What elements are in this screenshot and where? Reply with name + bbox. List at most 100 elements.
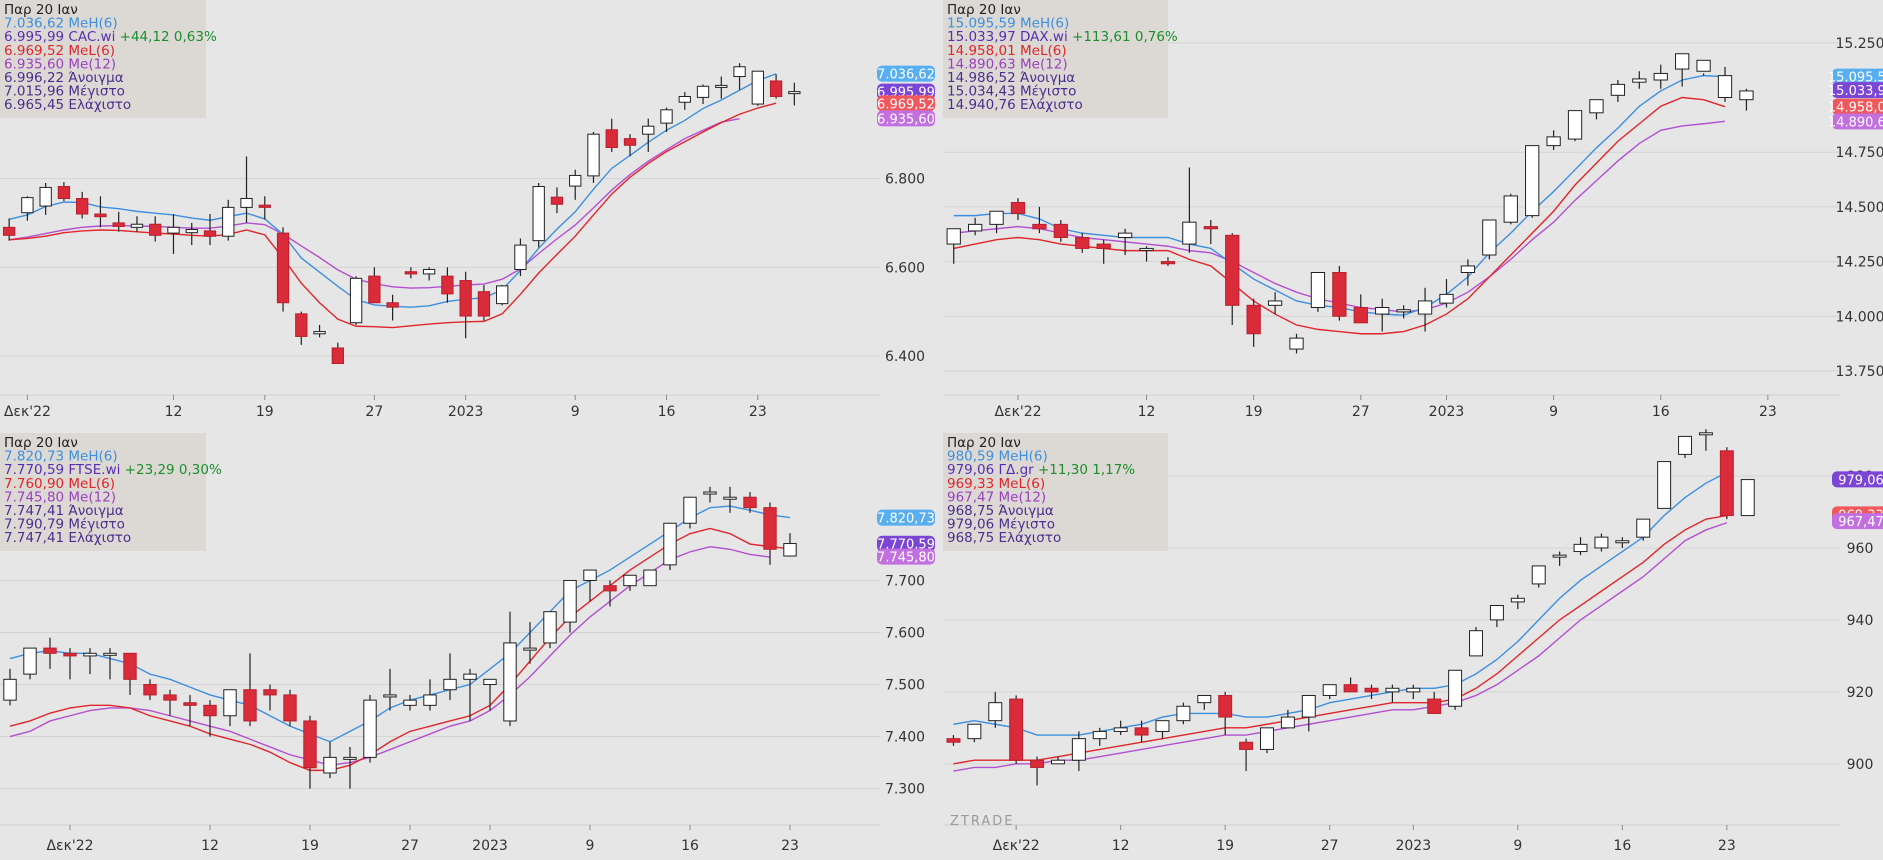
candle-body bbox=[183, 702, 197, 706]
candle bbox=[1160, 257, 1176, 266]
candle-body bbox=[1615, 540, 1630, 544]
legend-line: 6.935,60 Me(12) bbox=[4, 56, 116, 72]
candle-body bbox=[1203, 226, 1218, 230]
ztrade-watermark: ZTRADE bbox=[950, 814, 1014, 829]
value-badge bbox=[1832, 82, 1883, 99]
candle bbox=[383, 668, 397, 711]
candle-body bbox=[223, 689, 237, 717]
candle-body bbox=[1427, 698, 1442, 714]
candle-body bbox=[1717, 75, 1733, 98]
candle bbox=[503, 611, 517, 727]
candle bbox=[1301, 694, 1316, 732]
candle-body bbox=[496, 285, 509, 305]
candle-body bbox=[1071, 738, 1086, 761]
candle-body bbox=[696, 85, 710, 98]
candle bbox=[2, 218, 16, 241]
candle-body bbox=[1010, 202, 1026, 214]
candle bbox=[1050, 756, 1065, 765]
candle-body bbox=[130, 223, 144, 228]
candle bbox=[463, 668, 477, 721]
value-badge-text: 7.036,62 bbox=[877, 68, 935, 83]
candle bbox=[989, 210, 1004, 234]
candle bbox=[1353, 294, 1368, 324]
y-tick-label: 6.400 bbox=[885, 349, 925, 365]
candle bbox=[1636, 518, 1651, 541]
value-badge-text: 7.820,73 bbox=[877, 512, 935, 527]
value-badge bbox=[877, 548, 935, 565]
legend-line: 980,59 MeH(6) bbox=[947, 449, 1048, 465]
candle bbox=[1096, 239, 1111, 264]
candle-body bbox=[733, 66, 746, 78]
x-tick-label: 27 bbox=[1352, 404, 1370, 420]
candle bbox=[276, 227, 290, 312]
legend-change: +113,61 0,76% bbox=[1068, 29, 1178, 45]
candle bbox=[112, 211, 125, 232]
candle bbox=[946, 228, 961, 264]
legend-line: 7.820,73 MeH(6) bbox=[4, 449, 118, 465]
candle bbox=[423, 679, 437, 711]
candle-body bbox=[463, 673, 477, 680]
candle-body bbox=[149, 223, 162, 236]
candle-body bbox=[1573, 543, 1588, 553]
candle-body bbox=[715, 84, 728, 88]
legend-change: +44,12 0,63% bbox=[115, 29, 217, 45]
candle-body bbox=[1567, 110, 1583, 140]
candle-body bbox=[523, 647, 537, 651]
candle bbox=[723, 486, 737, 513]
candle bbox=[1552, 551, 1567, 566]
candle-body bbox=[543, 611, 557, 644]
candle bbox=[39, 182, 52, 215]
candle-body bbox=[185, 229, 198, 234]
candle bbox=[1010, 198, 1026, 220]
legend-line: 7.747,41 Άνοιγμα bbox=[4, 503, 124, 519]
candle-body bbox=[2, 226, 16, 236]
legend-line: 967,47 Me(12) bbox=[947, 489, 1046, 505]
candle bbox=[1567, 110, 1583, 142]
x-tick-label: 16 bbox=[1613, 838, 1631, 854]
x-tick-label: 2023 bbox=[1429, 404, 1465, 420]
chart-panel-DAX.wi: 13.750 14.000 14.250 14.500 14.750 15.250 Δεκ'… bbox=[943, 0, 1883, 430]
x-tick-label: 12 bbox=[1112, 838, 1130, 854]
candle bbox=[1310, 272, 1326, 312]
value-badge-text: 14.890,63 bbox=[1828, 115, 1883, 130]
x-tick-label: 2023 bbox=[1395, 838, 1431, 854]
y-tick-label: 14.250 bbox=[1836, 255, 1883, 271]
candle bbox=[3, 668, 17, 706]
x-tick-label: 16 bbox=[1652, 404, 1670, 420]
candle bbox=[1740, 479, 1755, 517]
x-tick-label: 9 bbox=[571, 404, 580, 420]
candle bbox=[733, 63, 746, 90]
candle-body bbox=[946, 738, 961, 743]
candle bbox=[769, 74, 783, 99]
candle-body bbox=[43, 647, 57, 654]
y-tick-label: 14.500 bbox=[1836, 200, 1883, 216]
x-tick-label: Δεκ'22 bbox=[994, 404, 1041, 420]
candle-body bbox=[349, 277, 363, 324]
candle bbox=[63, 648, 77, 680]
candle bbox=[988, 691, 1003, 728]
x-tick-label: 2023 bbox=[472, 838, 508, 854]
candle bbox=[368, 267, 381, 304]
candle bbox=[263, 684, 277, 711]
candle bbox=[1032, 206, 1047, 234]
candle bbox=[1717, 66, 1733, 102]
candle bbox=[569, 169, 582, 200]
candle-body bbox=[643, 569, 657, 587]
candle-body bbox=[459, 280, 472, 317]
candle-body bbox=[1740, 479, 1755, 517]
candle bbox=[363, 694, 377, 763]
candle bbox=[443, 653, 457, 701]
x-tick-label: 27 bbox=[401, 838, 419, 854]
candle bbox=[1155, 720, 1170, 739]
candle bbox=[76, 191, 89, 219]
candle-body bbox=[1417, 300, 1433, 315]
candle bbox=[459, 271, 472, 339]
x-tick-label: 19 bbox=[1245, 404, 1263, 420]
candle-body bbox=[203, 704, 217, 717]
candle bbox=[94, 196, 107, 228]
candle bbox=[1653, 64, 1668, 89]
candle-body bbox=[1657, 461, 1672, 509]
candle bbox=[185, 222, 198, 246]
candle bbox=[303, 715, 317, 789]
candle bbox=[751, 70, 764, 106]
